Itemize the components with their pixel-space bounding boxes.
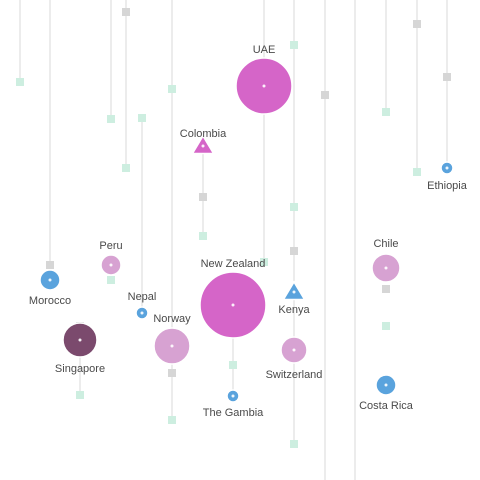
norway-label: Norway: [153, 313, 191, 325]
mint-track-marker: [168, 85, 176, 93]
mint-track-marker: [290, 440, 298, 448]
uae-center-dot: [262, 84, 266, 88]
chile-center-dot: [384, 266, 388, 270]
uae-label: UAE: [253, 44, 276, 56]
singapore-center-dot: [78, 338, 82, 342]
costa-rica-label: Costa Rica: [359, 400, 414, 412]
grey-track-marker: [122, 8, 130, 16]
mint-track-marker: [229, 361, 237, 369]
mint-track-marker: [107, 276, 115, 284]
drop-lines: [19, 0, 448, 480]
mint-track-marker: [382, 108, 390, 116]
grey-track-marker: [199, 193, 207, 201]
mint-track-marker: [138, 114, 146, 122]
grey-track-marker: [321, 91, 329, 99]
mint-track-marker: [76, 391, 84, 399]
chile-label: Chile: [373, 238, 398, 250]
mint-track-marker: [382, 322, 390, 330]
morocco-center-dot: [48, 278, 52, 282]
mint-track-marker: [290, 41, 298, 49]
grey-track-marker: [46, 261, 54, 269]
costa-rica-center-dot: [384, 383, 388, 387]
ethiopia-label: Ethiopia: [427, 180, 468, 192]
ethiopia-center-dot: [445, 166, 449, 170]
peru-label: Peru: [99, 240, 122, 252]
mint-track-marker: [199, 232, 207, 240]
grey-track-marker: [168, 369, 176, 377]
new-zealand-center-dot: [231, 303, 235, 307]
mint-track-marker: [413, 168, 421, 176]
grey-track-marker: [413, 20, 421, 28]
norway-center-dot: [170, 344, 174, 348]
kenya-center-dot: [292, 290, 296, 294]
mint-track-marker: [122, 164, 130, 172]
country-bubbles: [39, 57, 454, 403]
singapore-label: Singapore: [55, 363, 105, 375]
grey-track-marker: [443, 73, 451, 81]
country-labels: UAE Colombia Ethiopia Peru Morocco Nepal New Z…: [29, 44, 468, 419]
peru-center-dot: [109, 263, 113, 267]
morocco-label: Morocco: [29, 295, 71, 307]
mint-track-marker: [290, 203, 298, 211]
grey-track-marker: [382, 285, 390, 293]
switzerland-label: Switzerland: [266, 369, 323, 381]
the-gambia-label: The Gambia: [203, 407, 264, 419]
mint-track-marker: [107, 115, 115, 123]
mint-track-marker: [168, 416, 176, 424]
grey-track-marker: [290, 247, 298, 255]
nepal-center-dot: [140, 311, 144, 315]
colombia-center-dot: [201, 144, 205, 148]
nepal-label: Nepal: [128, 291, 157, 303]
mint-track-marker: [260, 258, 268, 266]
new-zealand-label: New Zealand: [201, 258, 266, 270]
kenya-label: Kenya: [278, 304, 310, 316]
switzerland-center-dot: [292, 348, 296, 352]
the-gambia-center-dot: [231, 394, 235, 398]
mint-track-marker: [16, 78, 24, 86]
colombia-label: Colombia: [180, 128, 227, 140]
